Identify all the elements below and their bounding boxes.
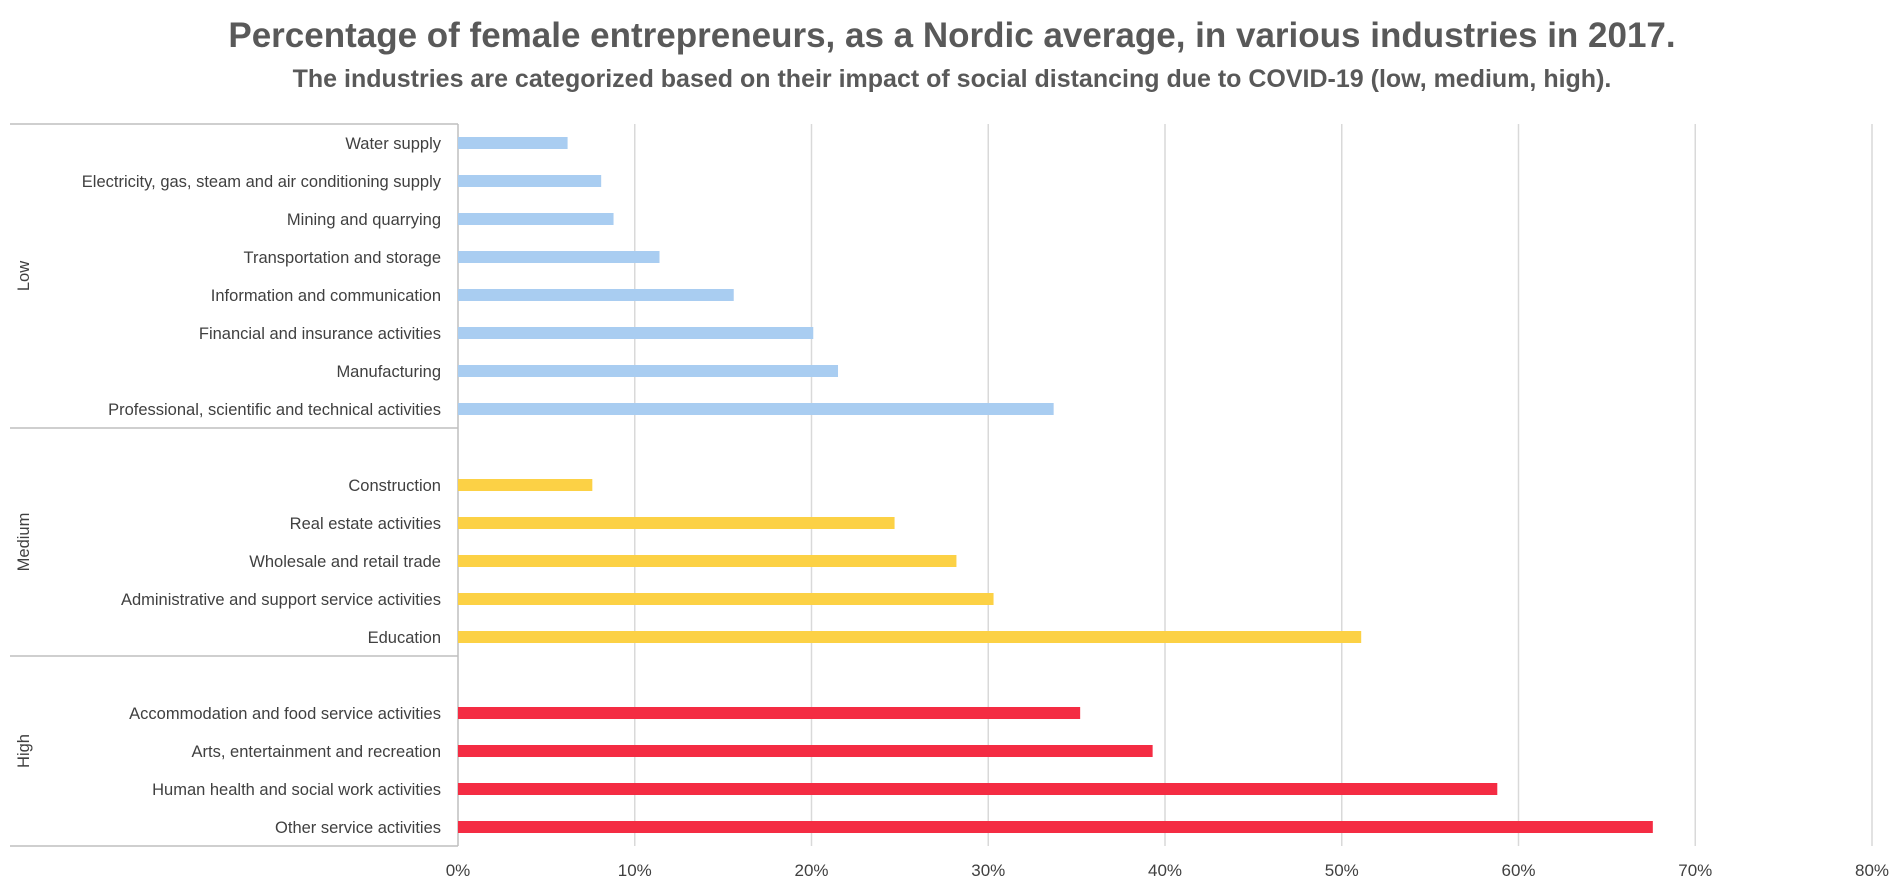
category-labels: Water supply Electricity, gas, steam and … [82, 135, 442, 837]
bar [458, 555, 957, 567]
category-label: Mining and quarrying [287, 211, 441, 229]
category-label: Education [368, 629, 441, 647]
bar [458, 517, 895, 529]
x-tick-label: 40% [1148, 861, 1182, 880]
category-label: Construction [348, 477, 441, 495]
chart-subtitle: The industries are categorized based on … [292, 65, 1612, 93]
category-label: Human health and social work activities [152, 781, 441, 799]
chart-title: Percentage of female entrepreneurs, as a… [228, 16, 1676, 55]
x-tick-label: 20% [794, 861, 828, 880]
bar [458, 251, 660, 263]
group-label: High [15, 734, 33, 768]
group-label: Medium [15, 513, 33, 572]
category-label: Arts, entertainment and recreation [192, 743, 441, 761]
x-tick-label: 10% [618, 861, 652, 880]
x-tick-label: 30% [971, 861, 1005, 880]
category-label: Information and communication [211, 287, 441, 305]
x-tick-label: 70% [1678, 861, 1712, 880]
category-label: Wholesale and retail trade [249, 553, 441, 571]
category-label: Manufacturing [336, 363, 441, 381]
bars [458, 137, 1653, 833]
category-label: Real estate activities [290, 515, 441, 533]
category-label: Administrative and support service activ… [121, 591, 441, 609]
x-tick-label: 0% [446, 861, 471, 880]
category-label: Professional, scientific and technical a… [108, 401, 441, 419]
bar [458, 175, 602, 187]
bar [458, 213, 614, 225]
bar [458, 479, 593, 491]
bar [458, 365, 839, 377]
group-label: Low [15, 261, 33, 291]
x-tick-label: 80% [1855, 861, 1889, 880]
bar [458, 821, 1653, 833]
bar [458, 745, 1153, 757]
category-label: Electricity, gas, steam and air conditio… [82, 173, 442, 191]
category-label: Financial and insurance activities [199, 325, 441, 343]
bar [458, 631, 1362, 643]
bar [458, 289, 734, 301]
bar [458, 707, 1081, 719]
bar [458, 593, 994, 605]
gridlines [634, 124, 1873, 846]
group-labels: Low Medium High [15, 261, 33, 768]
x-tick-label: 50% [1325, 861, 1359, 880]
category-label: Water supply [345, 135, 441, 153]
category-label: Transportation and storage [243, 249, 441, 267]
bar [458, 327, 814, 339]
x-tick-labels: 0% 10% 20% 30% 40% 50% 60% 70% 80% [446, 861, 1889, 880]
x-tick-label: 60% [1501, 861, 1535, 880]
category-label: Accommodation and food service activitie… [129, 705, 441, 723]
category-label: Other service activities [275, 819, 441, 837]
bar [458, 137, 568, 149]
category-frame [10, 123, 459, 847]
bar [458, 403, 1054, 415]
bar [458, 783, 1498, 795]
